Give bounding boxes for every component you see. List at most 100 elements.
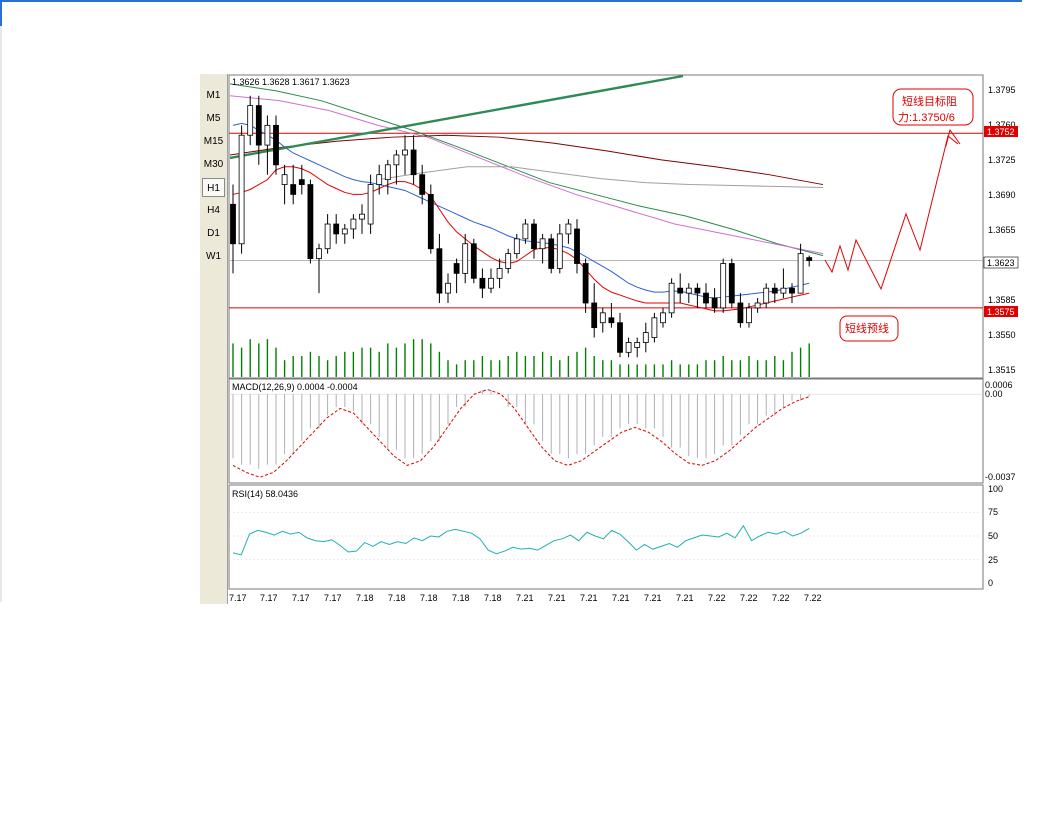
bearish-candle: [711, 297, 718, 309]
bearish-candle: [608, 317, 615, 324]
bullish-candle: [384, 164, 391, 181]
bullish-candle: [341, 228, 348, 235]
forecast-arrowhead: [945, 128, 961, 147]
date-tick-label: 7.18: [420, 593, 438, 603]
bearish-candle: [694, 287, 701, 294]
bullish-candle: [324, 223, 331, 250]
chart-window[interactable]: 1.3626 1.3628 1.3617 1.3623 1.3795 1.376…: [228, 74, 1022, 604]
rsi-tick-label: 75: [988, 507, 998, 517]
bearish-candle: [427, 194, 434, 250]
bullish-candle: [496, 268, 503, 279]
date-tick-label: 7.18: [484, 593, 502, 603]
rsi-tick-label: 25: [988, 555, 998, 565]
date-tick-label: 7.21: [580, 593, 598, 603]
bearish-candle: [470, 243, 477, 279]
ma-red-line: [232, 166, 810, 312]
window-top-accent: [0, 0, 1022, 2]
date-tick-label: 7.21: [644, 593, 662, 603]
bullish-candle: [754, 302, 761, 309]
bearish-candle: [230, 203, 236, 245]
date-tick-label: 7.21: [548, 593, 566, 603]
resistance-price-label: 1.3752: [987, 127, 1015, 137]
bearish-candle: [703, 292, 709, 304]
timeframe-m5[interactable]: M5: [206, 113, 221, 124]
bullish-candle: [651, 317, 658, 338]
bullish-candle: [462, 243, 469, 274]
bearish-candle: [290, 184, 297, 195]
bearish-candle: [298, 179, 305, 185]
bullish-candle: [660, 312, 666, 324]
resistance-annotation-box: [892, 88, 974, 126]
macd-tick-label: 0.0006: [985, 380, 1013, 390]
macd-header: MACD(12,26,9) 0.0004 -0.0004: [232, 382, 358, 392]
date-tick-label: 7.22: [740, 593, 758, 603]
rsi-header: RSI(14) 58.0436: [232, 489, 298, 499]
bullish-candle: [642, 332, 649, 343]
current-price-badge: [983, 256, 1019, 269]
rsi-tick-label: 100: [988, 484, 1003, 494]
price-chart[interactable]: 1.3626 1.3628 1.3617 1.3623 1.3795 1.376…: [228, 74, 1022, 604]
date-tick-label: 7.17: [324, 593, 342, 603]
bullish-candle: [281, 174, 288, 185]
bullish-candle: [565, 223, 572, 235]
bullish-candle: [316, 248, 322, 259]
rsi-line: [232, 524, 810, 556]
bearish-candle: [333, 223, 340, 235]
price-tick-label: 1.3655: [988, 225, 1016, 235]
bullish-candle: [376, 174, 383, 185]
bullish-candle: [634, 342, 641, 348]
bullish-candle: [797, 253, 804, 294]
window-left-accent: [0, 0, 2, 26]
bullish-candle: [402, 149, 408, 156]
date-tick-label: 7.18: [452, 593, 470, 603]
bullish-candle: [539, 238, 546, 250]
bullish-candle: [367, 184, 374, 225]
bearish-candle: [582, 263, 589, 304]
macd-tick-label: 0.00: [985, 389, 1003, 399]
date-tick-label: 7.22: [804, 593, 822, 603]
bullish-candle: [599, 312, 606, 324]
current-price-label: 1.3623: [987, 258, 1015, 268]
ma-gray-line: [377, 166, 824, 189]
date-tick-label: 7.17: [260, 593, 278, 603]
date-tick-label: 7.17: [229, 593, 247, 603]
bearish-candle: [453, 263, 460, 274]
timeframe-m1[interactable]: M1: [206, 90, 221, 101]
date-tick-label: 7.17: [292, 593, 310, 603]
timeframe-h1[interactable]: H1: [202, 178, 225, 197]
timeframe-h4[interactable]: H4: [207, 205, 220, 216]
bearish-candle: [806, 257, 813, 261]
date-tick-label: 7.18: [356, 593, 374, 603]
bearish-candle: [419, 174, 426, 195]
ma-green-line: [229, 83, 824, 257]
ma-darkred-line: [229, 134, 824, 186]
bearish-candle: [273, 124, 279, 166]
bullish-candle: [264, 124, 271, 146]
bearish-candle: [771, 287, 778, 294]
macd-tick-label: -0.0037: [985, 472, 1016, 482]
bullish-candle: [350, 218, 357, 230]
bullish-candle: [746, 307, 752, 324]
bullish-candle: [505, 253, 512, 269]
bullish-candle: [522, 223, 529, 240]
date-tick-label: 7.21: [676, 593, 694, 603]
timeframe-d1[interactable]: D1: [207, 228, 220, 239]
bullish-candle: [393, 154, 400, 166]
support-price-label: 1.3575: [987, 307, 1015, 317]
bearish-candle: [255, 105, 262, 146]
price-tick-label: 1.3585: [988, 295, 1016, 305]
ma-violet-line: [229, 95, 824, 255]
bullish-candle: [720, 263, 727, 309]
timeframe-m15[interactable]: M15: [203, 136, 224, 147]
price-tick-label: 1.3795: [988, 85, 1016, 95]
bearish-candle: [591, 302, 598, 329]
timeframe-m30[interactable]: M30: [203, 159, 224, 170]
timeframe-w1[interactable]: W1: [206, 251, 221, 262]
date-tick-label: 7.22: [708, 593, 726, 603]
trendline: [229, 74, 684, 160]
date-tick-label: 7.22: [772, 593, 790, 603]
price-tick-label: 1.3515: [988, 365, 1016, 375]
bearish-candle: [617, 322, 623, 353]
rsi-panel-frame: [228, 484, 984, 590]
rsi-tick-label: 0: [988, 578, 993, 588]
